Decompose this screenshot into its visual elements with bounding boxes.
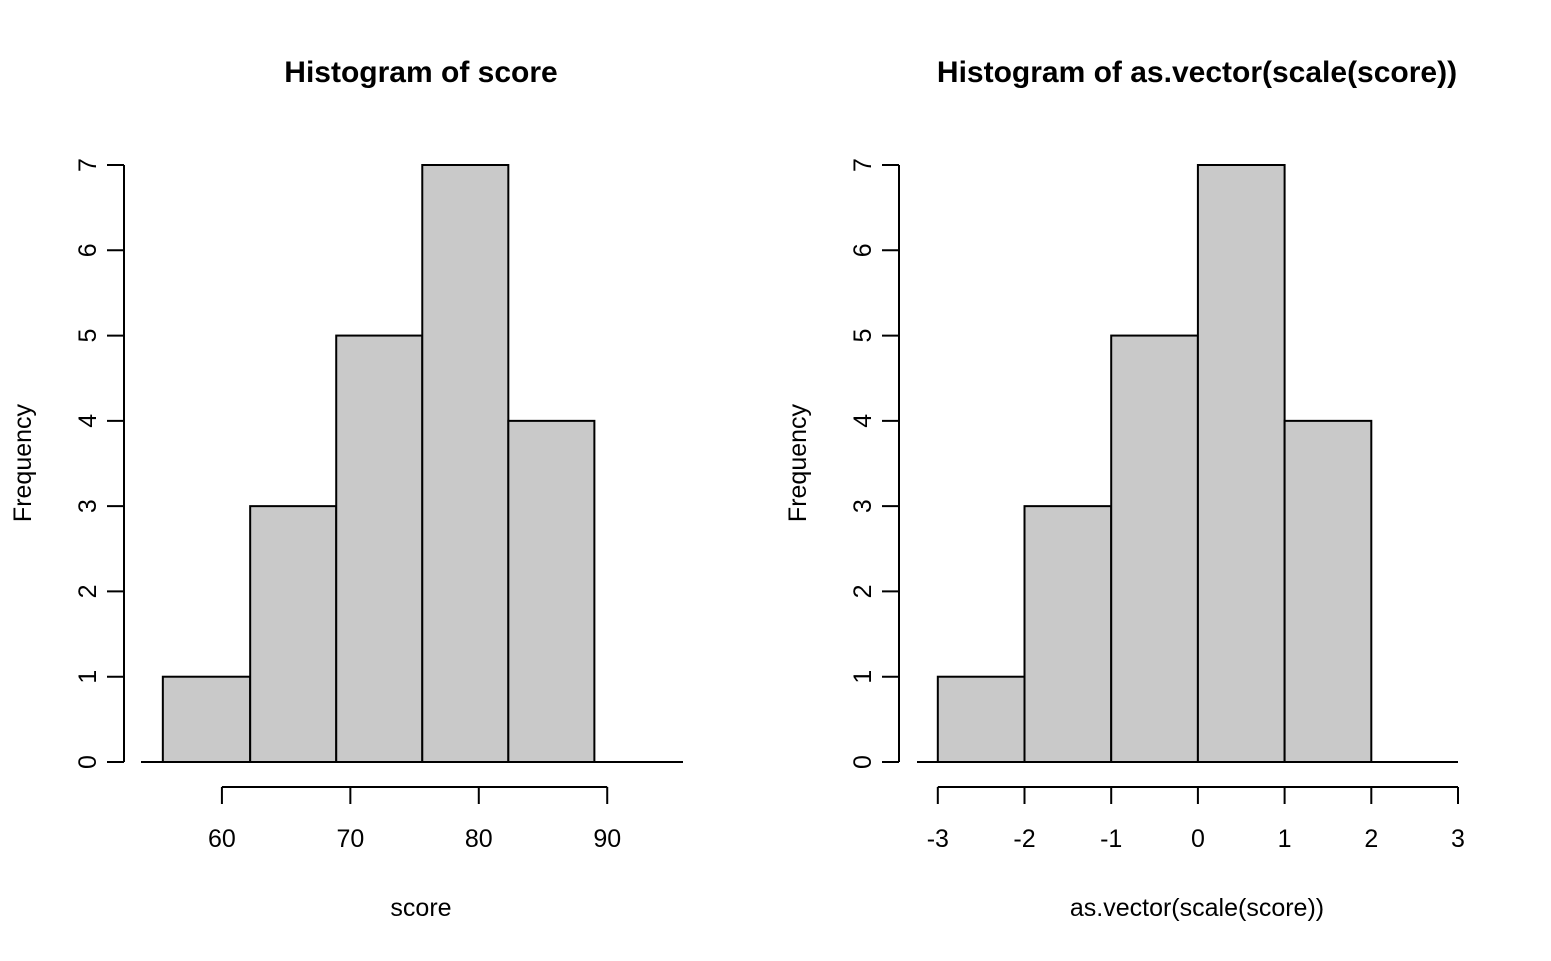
y-tick-label: 0 <box>74 755 102 769</box>
x-tick-label: -1 <box>1100 825 1122 853</box>
y-tick-label: 4 <box>849 414 877 428</box>
x-tick-label: -3 <box>927 825 949 853</box>
y-tick-label: 0 <box>849 755 877 769</box>
histogram-bar <box>249 505 338 763</box>
y-tick-label: 3 <box>849 499 877 513</box>
y-tick-label: 1 <box>849 670 877 684</box>
y-tick-label: 3 <box>74 499 102 513</box>
x-tick-label: 60 <box>208 825 236 853</box>
x-tick-label: -2 <box>1013 825 1035 853</box>
y-tick-label: 5 <box>74 329 102 343</box>
y-tick-label: 2 <box>74 584 102 598</box>
histogram-bar <box>1110 334 1199 763</box>
y-tick-label: 2 <box>849 584 877 598</box>
histogram-panel-scaled-score: Histogram of as.vector(scale(score)) as.… <box>784 56 1465 922</box>
histogram-bar <box>507 419 596 763</box>
y-tick-label: 1 <box>74 670 102 684</box>
x-tick-label: 80 <box>465 825 493 853</box>
x-tick-label: 2 <box>1364 825 1378 853</box>
x-tick-label: 1 <box>1278 825 1292 853</box>
y-tick-label: 4 <box>74 414 102 428</box>
chart-title: Histogram of score <box>284 56 557 89</box>
chart-title: Histogram of as.vector(scale(score)) <box>937 56 1457 89</box>
histogram-bar <box>335 334 424 763</box>
y-axis-label: Frequency <box>9 403 37 522</box>
axes-group: 0 1 2 3 4 5 6 7 -3 -2 -1 0 1 2 3 <box>849 158 1465 853</box>
axes-group: 0 1 2 3 4 5 6 7 60 70 80 90 <box>74 158 621 853</box>
x-axis-label: score <box>390 894 451 922</box>
x-tick-label: 90 <box>593 825 621 853</box>
x-tick-label: 0 <box>1191 825 1205 853</box>
y-axis-label: Frequency <box>784 403 812 522</box>
histogram-panel-score: Histogram of score score Frequency 0 1 2 3 4… <box>9 56 683 922</box>
x-tick-label: 70 <box>336 825 364 853</box>
histogram-bar <box>1196 164 1286 763</box>
histogram-bar <box>161 675 252 764</box>
bar-group <box>917 164 1458 764</box>
x-tick-label: 3 <box>1451 825 1465 853</box>
histogram-bar <box>936 675 1026 764</box>
y-tick-label: 5 <box>849 329 877 343</box>
y-tick-label: 7 <box>849 158 877 172</box>
y-tick-label: 7 <box>74 158 102 172</box>
y-tick-label: 6 <box>74 243 102 257</box>
histogram-bar <box>421 164 510 763</box>
histogram-bar <box>1023 505 1113 763</box>
histogram-bar <box>1283 419 1373 763</box>
bar-group <box>141 164 683 764</box>
y-tick-label: 6 <box>849 243 877 257</box>
x-axis-label: as.vector(scale(score)) <box>1070 894 1324 922</box>
